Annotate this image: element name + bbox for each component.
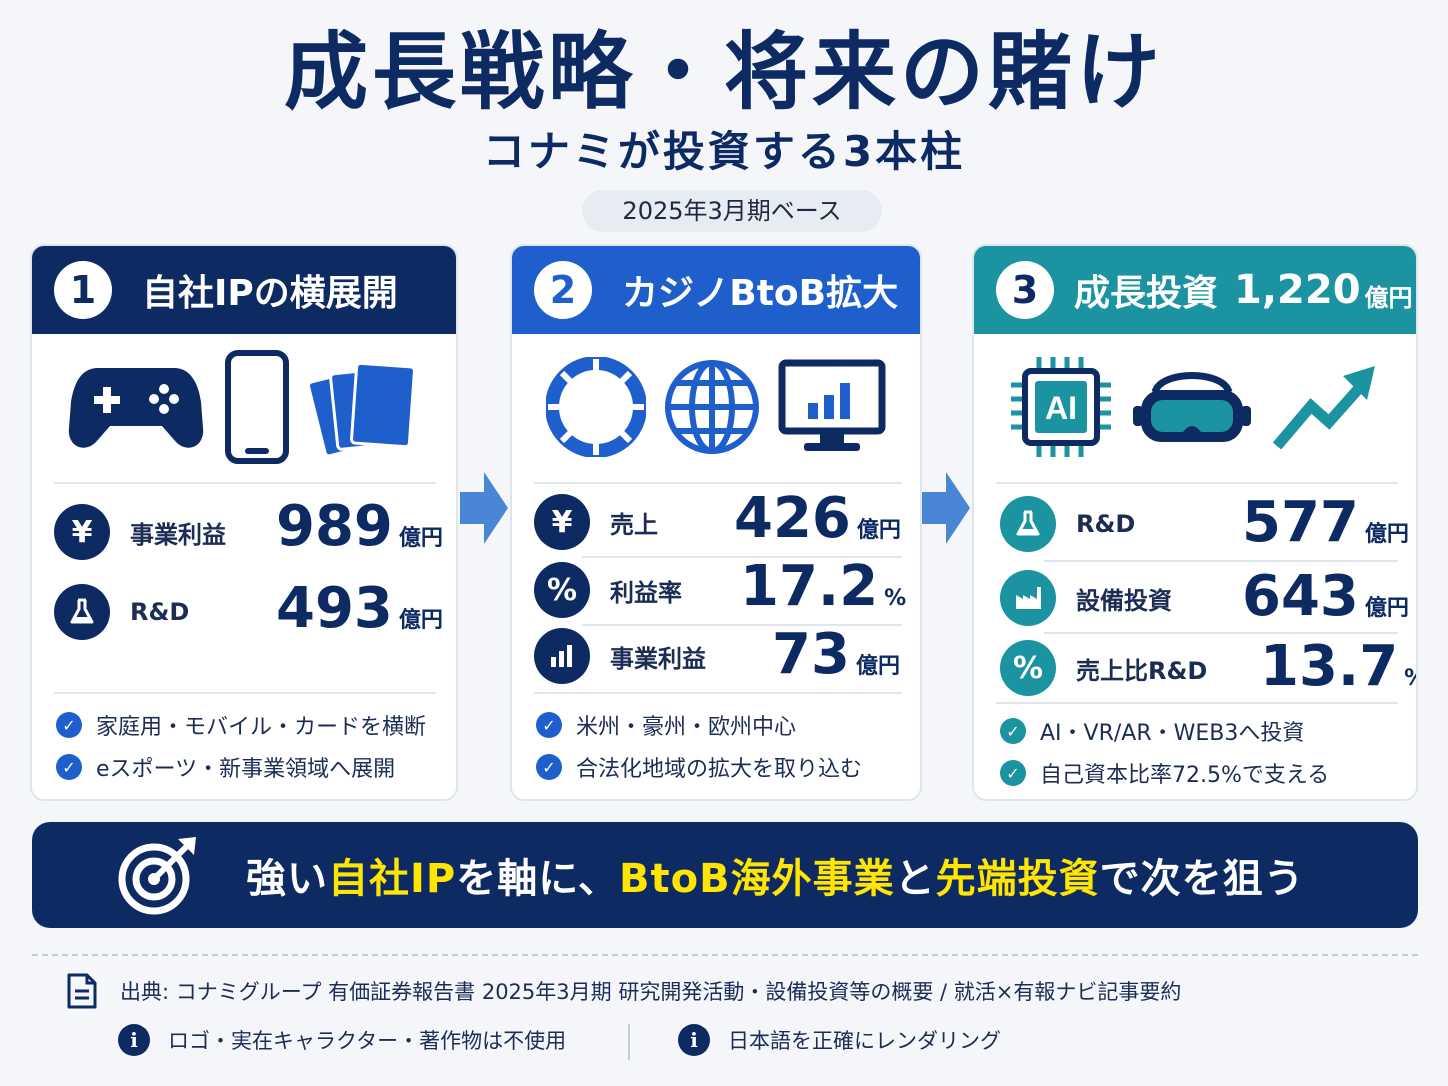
check-icon: ✓	[1000, 760, 1026, 786]
target-icon	[118, 837, 196, 915]
pillar-number-1: 1	[54, 261, 112, 319]
check-icon: ✓	[1000, 718, 1026, 744]
metric-row: 設備投資	[1000, 570, 1172, 626]
source-line: 出典: コナミグループ 有価証券報告書 2025年3月期 研究開発活動・設備投資…	[66, 972, 1181, 1010]
flask-icon	[1000, 496, 1056, 552]
flask-icon	[54, 584, 110, 640]
metric-row: 事業利益	[534, 628, 706, 684]
pillar-title-unit-3: 億円	[1364, 283, 1413, 312]
metric-row: R&D	[54, 584, 189, 640]
list-item: ✓ 米州・豪州・欧州中心	[536, 704, 862, 746]
check-icon: ✓	[56, 712, 82, 738]
check-list: ✓ 米州・豪州・欧州中心 ✓ 合法化地域の拡大を取り込む	[536, 704, 862, 788]
divider	[628, 1024, 630, 1060]
metric-value: 643 億円	[1242, 564, 1409, 629]
pillar-header-3: 3 成長投資 1,220 億円	[974, 246, 1416, 334]
pillar-icons-1	[32, 334, 456, 480]
list-item: ✓ 家庭用・モバイル・カードを横断	[56, 704, 426, 746]
metric-label: 事業利益	[130, 520, 226, 549]
metric-value: 426 億円	[734, 486, 901, 551]
metric-label: 利益率	[610, 578, 682, 607]
pillar-card-1: 1 自社IPの横展開 ¥ 事業利益 989 億円 R&D	[30, 244, 458, 801]
pillar-card-3: 3 成長投資 1,220 億円 AI	[972, 244, 1418, 801]
ai-chip-icon: AI	[1011, 357, 1111, 457]
metric-label: R&D	[1076, 510, 1136, 538]
percent-icon: %	[534, 562, 590, 618]
divider	[32, 954, 1418, 956]
check-icon: ✓	[56, 754, 82, 780]
metric-row: ¥ 事業利益	[54, 504, 226, 560]
bar-chart-icon	[534, 628, 590, 684]
metric-row: ¥ 売上	[534, 494, 658, 550]
yen-icon: ¥	[54, 504, 110, 560]
info-icon: i	[118, 1024, 150, 1056]
pillar-icons-3: AI	[974, 334, 1416, 480]
list-item: ✓ eスポーツ・新事業領域へ展開	[56, 746, 426, 788]
note-1: i ロゴ・実在キャラクター・著作物は不使用	[118, 1024, 566, 1056]
source-text: 出典: コナミグループ 有価証券報告書 2025年3月期 研究開発活動・設備投資…	[120, 980, 1182, 1004]
yen-icon: ¥	[534, 494, 590, 550]
summary-banner: 強い自社IPを軸に、BtoB海外事業と先端投資で次を狙う	[32, 822, 1418, 928]
arrow-icon	[922, 472, 970, 544]
pillar-number-2: 2	[534, 261, 592, 319]
trend-arrow-icon	[1272, 366, 1375, 450]
percent-icon: %	[1000, 640, 1056, 696]
page-title: 成長戦略・将来の賭け	[283, 23, 1164, 121]
metric-label: 事業利益	[610, 644, 706, 673]
vr-headset-icon	[1133, 372, 1251, 442]
cards-icon	[309, 361, 416, 457]
metric-row: % 売上比R&D	[1000, 640, 1207, 696]
svg-text:AI: AI	[1045, 390, 1077, 426]
check-list: ✓ AI・VR/AR・WEB3へ投資 ✓ 自己資本比率72.5%で支える	[1000, 710, 1329, 794]
arrow-icon	[460, 472, 508, 544]
note-2: i 日本語を正確にレンダリング	[678, 1024, 1001, 1056]
metric-row: R&D	[1000, 496, 1135, 552]
page-subtitle: コナミが投資する3本柱	[482, 127, 966, 176]
list-item: ✓ AI・VR/AR・WEB3へ投資	[1000, 710, 1329, 752]
document-icon	[67, 973, 97, 1009]
pillar-title-3: 成長投資	[1074, 273, 1219, 314]
globe-icon	[665, 360, 759, 454]
check-icon: ✓	[536, 712, 562, 738]
pillar-title-2: カジノBtoB拡大	[622, 273, 899, 314]
metric-label: 売上	[610, 510, 658, 539]
pillar-number-3: 3	[996, 261, 1054, 319]
gamepad-icon	[69, 368, 204, 448]
metric-value: 17.2%	[740, 554, 907, 619]
factory-icon	[1000, 570, 1056, 626]
check-icon: ✓	[536, 754, 562, 780]
pillar-title-1: 自社IPの横展開	[142, 273, 398, 314]
list-item: ✓ 自己資本比率72.5%で支える	[1000, 752, 1329, 794]
metric-value: 989 億円	[276, 494, 443, 559]
list-item: ✓ 合法化地域の拡大を取り込む	[536, 746, 862, 788]
casino-chip-icon	[546, 357, 646, 457]
metric-label: 設備投資	[1076, 586, 1172, 615]
metric-value: 73 億円	[772, 622, 900, 687]
pillar-title-value-3: 1,220	[1234, 267, 1361, 313]
pillar-icons-2	[512, 334, 920, 480]
info-icon: i	[678, 1024, 710, 1056]
monitor-chart-icon	[778, 359, 886, 451]
metric-label: R&D	[130, 598, 190, 626]
pillar-card-2: 2 カジノBtoB拡大	[510, 244, 922, 801]
smartphone-icon	[224, 350, 289, 464]
metric-value: 577 億円	[1242, 490, 1409, 555]
metric-value: 493 億円	[276, 576, 443, 641]
basis-badge: 2025年3月期ベース	[582, 190, 882, 232]
metric-row: % 利益率	[534, 562, 682, 618]
metric-label: 売上比R&D	[1076, 656, 1208, 685]
pillar-header-2: 2 カジノBtoB拡大	[512, 246, 920, 334]
metric-value: 13.7%	[1260, 634, 1416, 699]
check-list: ✓ 家庭用・モバイル・カードを横断 ✓ eスポーツ・新事業領域へ展開	[56, 704, 426, 788]
summary-text: 強い自社IPを軸に、BtoB海外事業と先端投資で次を狙う	[246, 856, 1305, 902]
pillar-header-1: 1 自社IPの横展開	[32, 246, 456, 334]
